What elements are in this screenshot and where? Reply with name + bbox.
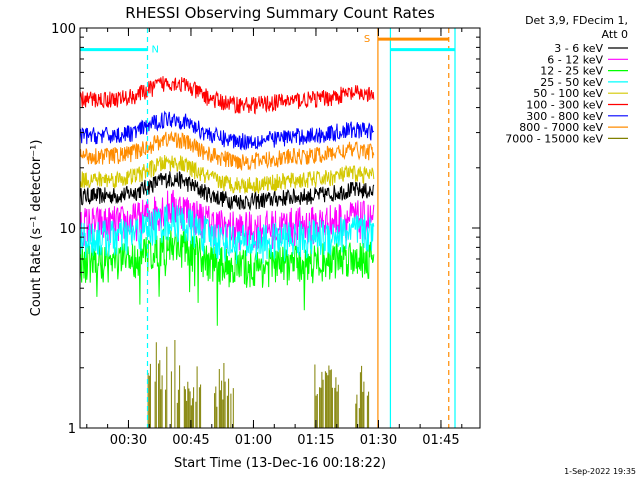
plot-layer: NS xyxy=(79,28,456,428)
series-trace xyxy=(79,130,375,172)
x-axis-label: Start Time (13-Dec-16 00:18:22) xyxy=(174,456,386,471)
x-tick-label: 01:30 xyxy=(360,433,397,448)
legend-label: 300 - 800 keV xyxy=(526,110,603,123)
legend-label: 100 - 300 keV xyxy=(526,99,603,112)
series-300-800kev xyxy=(79,110,375,151)
y-axis-label: Count Rate (s⁻¹ detector⁻¹) xyxy=(29,140,44,317)
series-12-25kev xyxy=(79,228,375,326)
series-trace xyxy=(79,154,375,194)
legend-label: 3 - 6 keV xyxy=(554,42,603,55)
flag-label-s: S xyxy=(364,34,370,45)
x-tick-label: 00:45 xyxy=(172,433,209,448)
series-trace xyxy=(79,202,375,265)
legend-subtitle: Att 0 xyxy=(602,28,628,41)
y-tick-label: 10 xyxy=(59,222,76,237)
series-100-300kev xyxy=(79,76,375,115)
series-800-7000kev xyxy=(79,130,375,172)
series-trace xyxy=(79,110,375,151)
legend-title: Det 3,9, FDecim 1, xyxy=(525,14,628,27)
legend-label: 800 - 7000 keV xyxy=(519,121,603,134)
x-tick-label: 00:30 xyxy=(110,433,147,448)
x-tick-label: 01:00 xyxy=(235,433,272,448)
series-trace xyxy=(79,228,375,326)
x-tick-label: 01:15 xyxy=(297,433,334,448)
flag-label-n: N xyxy=(152,45,159,56)
axis-ticks: 00:30 00:45 01:00 01:15 01:30 01:45 1 10 100 xyxy=(51,22,480,448)
legend-label: 7000 - 15000 keV xyxy=(505,132,603,145)
series-spikes xyxy=(147,340,370,428)
legend-label: 12 - 25 keV xyxy=(540,65,603,78)
series-50-100kev xyxy=(79,154,375,194)
series-3-6kev xyxy=(79,171,375,211)
series-25-50kev xyxy=(79,202,375,265)
chart-title: RHESSI Observing Summary Count Rates xyxy=(125,4,435,22)
y-tick-label: 100 xyxy=(51,22,76,37)
series-trace xyxy=(79,171,375,211)
y-tick-label: 1 xyxy=(68,422,76,437)
legend-label: 50 - 100 keV xyxy=(533,87,603,100)
legend-label: 6 - 12 keV xyxy=(547,53,603,66)
series-trace xyxy=(79,76,375,115)
legend-label: 25 - 50 keV xyxy=(540,76,603,89)
plot-timestamp: 1-Sep-2022 19:35 xyxy=(564,467,636,476)
x-tick-label: 01:45 xyxy=(422,433,459,448)
series-7000-15000kev xyxy=(147,340,370,428)
